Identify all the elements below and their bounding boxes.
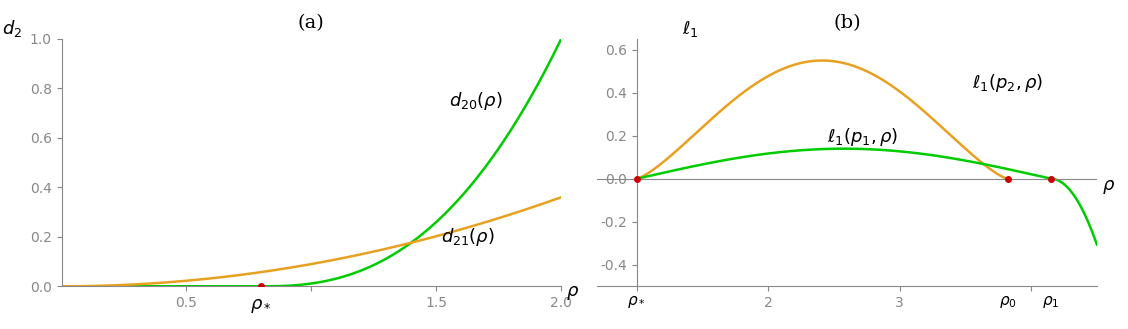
Title: (a): (a) <box>298 14 325 32</box>
Text: $\ell_1(p_1,\rho)$: $\ell_1(p_1,\rho)$ <box>828 126 899 148</box>
Text: $\rho_*$: $\rho_*$ <box>250 296 272 315</box>
Text: $\rho$: $\rho$ <box>1102 178 1116 196</box>
Text: $d_{21}(\rho)$: $d_{21}(\rho)$ <box>441 226 495 248</box>
Text: $\rho_0$: $\rho_0$ <box>998 294 1016 310</box>
Text: $\rho$: $\rho$ <box>566 284 580 302</box>
Text: $\ell_1(p_2,\rho)$: $\ell_1(p_2,\rho)$ <box>972 72 1043 94</box>
Text: $d_{20}(\rho)$: $d_{20}(\rho)$ <box>449 90 503 112</box>
Text: $\rho_*$: $\rho_*$ <box>627 294 646 310</box>
Title: (b): (b) <box>834 14 861 32</box>
Text: $\ell_1$: $\ell_1$ <box>682 19 698 39</box>
Text: $\rho_1$: $\rho_1$ <box>1042 294 1059 310</box>
Text: $d_2$: $d_2$ <box>1 18 21 39</box>
